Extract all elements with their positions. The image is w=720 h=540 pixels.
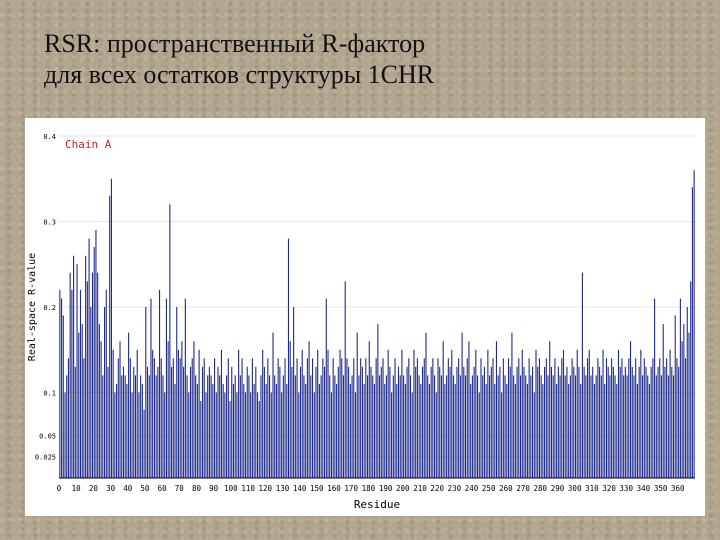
series-label: Chain A xyxy=(65,138,112,151)
x-tick-label: 30 xyxy=(106,484,116,493)
y-tick-label: 0.025 xyxy=(35,454,56,462)
x-tick-label: 200 xyxy=(396,484,410,493)
x-tick-label: 290 xyxy=(551,484,565,493)
x-tick-label: 300 xyxy=(568,484,582,493)
x-tick-label: 120 xyxy=(259,484,273,493)
x-tick-label: 50 xyxy=(140,484,150,493)
x-tick-label: 310 xyxy=(585,484,599,493)
x-tick-label: 90 xyxy=(209,484,219,493)
x-tick-label: 220 xyxy=(430,484,444,493)
x-tick-label: 350 xyxy=(654,484,668,493)
x-tick-label: 20 xyxy=(89,484,99,493)
x-tick-label: 0 xyxy=(57,484,62,493)
x-tick-label: 80 xyxy=(192,484,202,493)
slide-title-line-2: для всех остатков структуры 1CHR xyxy=(44,60,435,89)
x-tick-label: 150 xyxy=(310,484,324,493)
x-tick-labels: 0 10 20 30 40 50 60 70 80 90 100 110 120 130 140 150 160… xyxy=(57,484,685,493)
x-tick-label: 330 xyxy=(619,484,633,493)
y-tick-label: 0.05 xyxy=(39,432,56,440)
y-tick-labels: 0.025 0.05 0.1 0.2 0.3 0.4 xyxy=(35,133,56,462)
x-tick-label: 280 xyxy=(534,484,548,493)
x-tick-label: 190 xyxy=(379,484,393,493)
x-tick-label: 270 xyxy=(516,484,530,493)
x-tick-label: 60 xyxy=(158,484,168,493)
slide-title: RSR: пространственный R-фактор для всех … xyxy=(44,28,434,90)
x-tick-label: 250 xyxy=(482,484,496,493)
x-tick-label: 160 xyxy=(327,484,341,493)
y-tick-label: 0.2 xyxy=(43,304,56,312)
x-tick-label: 180 xyxy=(362,484,376,493)
x-tick-label: 170 xyxy=(344,484,358,493)
x-tick-label: 210 xyxy=(413,484,427,493)
y-tick-label: 0.4 xyxy=(43,133,56,141)
x-tick-label: 140 xyxy=(293,484,307,493)
x-tick-label: 320 xyxy=(602,484,616,493)
x-tick-label: 360 xyxy=(671,484,685,493)
x-tick-label: 260 xyxy=(499,484,513,493)
slide-title-line-1: RSR: пространственный R-фактор xyxy=(44,29,426,58)
y-tick-label: 0.3 xyxy=(43,219,56,227)
x-tick-label: 230 xyxy=(448,484,462,493)
x-tick-label: 130 xyxy=(276,484,290,493)
x-tick-label: 10 xyxy=(72,484,82,493)
rsr-bar-chart: 0.025 0.05 0.1 0.2 0.3 0.4 0 10 20 30 40 50 60 70 80 9… xyxy=(27,133,695,511)
x-tick-label: 100 xyxy=(224,484,238,493)
x-tick-label: 340 xyxy=(637,484,651,493)
chart-panel: 0.025 0.05 0.1 0.2 0.3 0.4 0 10 20 30 40 50 60 70 80 9… xyxy=(25,118,705,516)
y-tick-label: 0.1 xyxy=(43,390,56,398)
y-axis-title: Real-space R-value xyxy=(27,253,38,361)
x-tick-label: 70 xyxy=(175,484,185,493)
x-tick-label: 40 xyxy=(123,484,133,493)
x-axis-title: Residue xyxy=(354,498,400,511)
x-tick-label: 240 xyxy=(465,484,479,493)
chart-bars xyxy=(59,170,695,478)
x-tick-label: 110 xyxy=(241,484,255,493)
